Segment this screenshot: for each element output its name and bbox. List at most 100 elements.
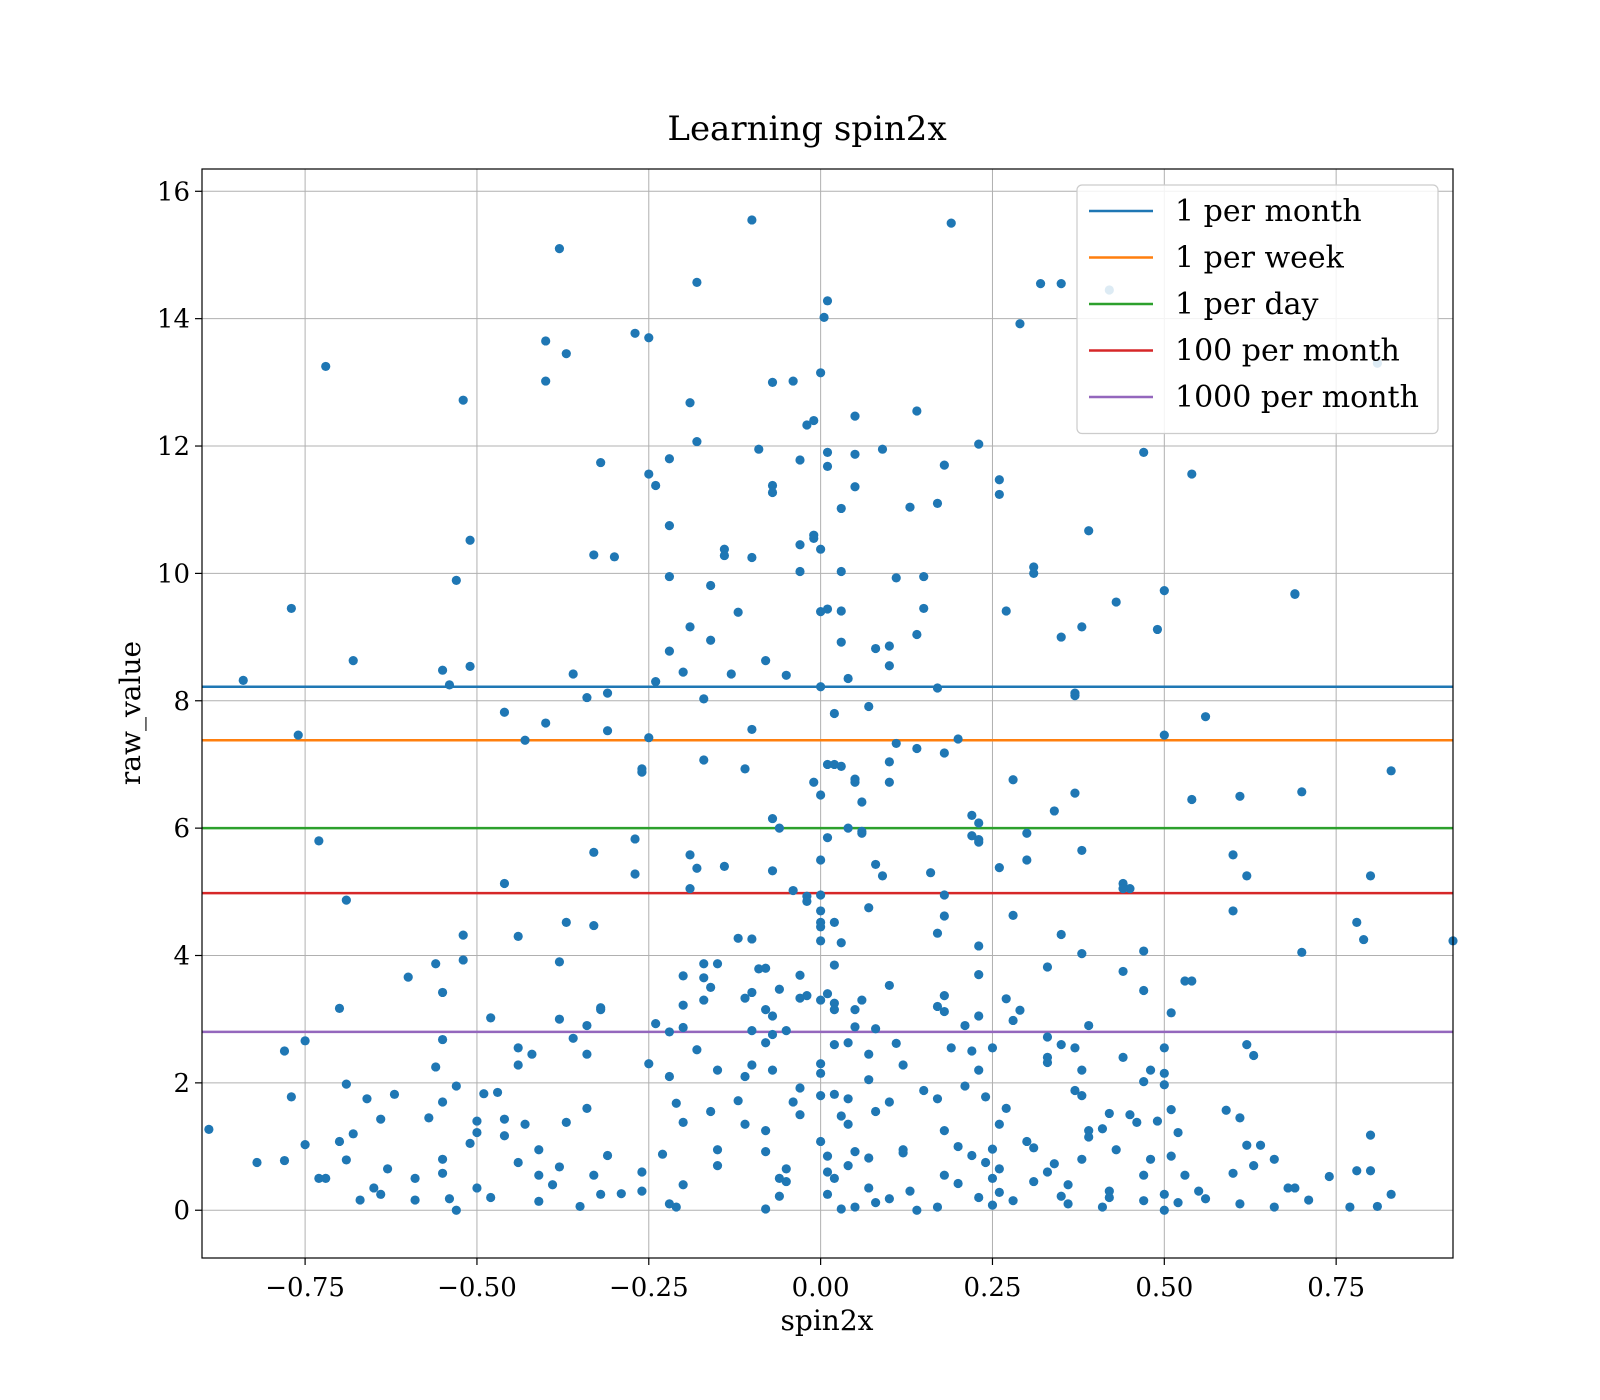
data-point bbox=[822, 461, 833, 472]
data-point bbox=[1070, 1043, 1080, 1053]
data-point bbox=[286, 1092, 296, 1102]
data-point bbox=[664, 1027, 675, 1037]
data-point bbox=[891, 1038, 901, 1048]
data-point bbox=[843, 1038, 853, 1048]
data-point bbox=[761, 1005, 771, 1015]
data-point bbox=[795, 540, 805, 550]
data-point bbox=[1077, 1091, 1087, 1101]
data-point bbox=[1084, 1132, 1094, 1142]
data-point bbox=[465, 661, 475, 671]
data-point bbox=[864, 1153, 874, 1163]
data-point bbox=[843, 673, 853, 684]
data-point bbox=[664, 1199, 675, 1209]
data-point bbox=[836, 761, 846, 771]
data-point bbox=[348, 1129, 358, 1139]
data-point bbox=[1118, 884, 1128, 894]
x-tick-label: −0.75 bbox=[265, 1273, 345, 1303]
data-point bbox=[850, 1022, 860, 1032]
data-point bbox=[1166, 1151, 1176, 1161]
y-tick-label: 0 bbox=[173, 1196, 190, 1226]
data-point bbox=[802, 420, 812, 430]
data-point bbox=[534, 1170, 544, 1180]
data-point bbox=[1297, 787, 1307, 797]
data-point bbox=[761, 1126, 771, 1136]
data-point bbox=[293, 730, 303, 740]
data-point bbox=[939, 991, 949, 1001]
data-point bbox=[767, 1011, 778, 1021]
x-axis-label: spin2x bbox=[781, 1304, 874, 1337]
data-point bbox=[589, 847, 599, 857]
data-point bbox=[486, 1013, 496, 1023]
data-point bbox=[939, 748, 949, 758]
data-point bbox=[843, 1161, 853, 1171]
data-point bbox=[946, 1043, 956, 1053]
data-point bbox=[850, 449, 860, 459]
data-point bbox=[238, 675, 248, 685]
data-point bbox=[657, 1149, 668, 1159]
data-point bbox=[836, 637, 846, 647]
data-point bbox=[286, 603, 296, 614]
data-point bbox=[664, 521, 675, 531]
data-point bbox=[314, 1173, 324, 1183]
data-point bbox=[884, 661, 894, 671]
data-point bbox=[644, 1059, 654, 1069]
data-point bbox=[678, 1022, 688, 1033]
data-point bbox=[279, 1046, 290, 1056]
legend: 1 per month 1 per week 1 per day 100 per mo… bbox=[1076, 184, 1439, 435]
data-point bbox=[822, 1151, 833, 1161]
data-point bbox=[1180, 1170, 1190, 1180]
threshold-lines bbox=[202, 685, 1453, 1034]
data-point bbox=[685, 884, 695, 894]
data-point bbox=[671, 1202, 681, 1212]
data-point bbox=[774, 1173, 784, 1183]
data-point bbox=[341, 895, 351, 905]
data-point bbox=[1159, 1080, 1169, 1090]
data-point bbox=[472, 1116, 482, 1126]
data-point bbox=[341, 1079, 351, 1089]
data-point bbox=[747, 934, 757, 944]
data-point bbox=[651, 1019, 661, 1029]
data-point bbox=[747, 987, 757, 998]
data-point bbox=[816, 1059, 826, 1069]
data-point bbox=[884, 1097, 894, 1107]
legend-label: 1 per week bbox=[1175, 241, 1345, 276]
data-point bbox=[644, 333, 654, 343]
data-point bbox=[424, 1113, 434, 1123]
data-point bbox=[974, 837, 984, 847]
data-point bbox=[884, 641, 894, 651]
data-point bbox=[816, 1136, 826, 1147]
data-point bbox=[692, 863, 702, 873]
data-point bbox=[781, 670, 791, 680]
data-point bbox=[1111, 1145, 1121, 1155]
data-point bbox=[520, 735, 530, 745]
data-point bbox=[1352, 917, 1362, 927]
y-tick-label: 6 bbox=[173, 814, 190, 844]
y-axis-label: raw_value bbox=[114, 641, 147, 785]
data-point bbox=[850, 411, 860, 421]
data-point bbox=[864, 1049, 874, 1059]
data-point bbox=[1001, 994, 1011, 1004]
data-point bbox=[1029, 568, 1039, 578]
data-point bbox=[437, 1034, 448, 1045]
data-point bbox=[1221, 1105, 1231, 1115]
data-point bbox=[822, 1167, 833, 1177]
data-point bbox=[1139, 1196, 1149, 1206]
data-point bbox=[932, 1094, 943, 1104]
data-point bbox=[1042, 1167, 1053, 1177]
data-point bbox=[706, 580, 716, 591]
data-point bbox=[1152, 1116, 1163, 1126]
data-point bbox=[1200, 712, 1211, 722]
x-tick-label: −0.50 bbox=[437, 1273, 517, 1303]
data-point bbox=[712, 1065, 723, 1075]
data-point bbox=[767, 377, 778, 387]
data-point bbox=[719, 544, 729, 554]
data-point bbox=[1104, 1192, 1114, 1203]
data-point bbox=[541, 336, 551, 346]
data-point bbox=[644, 733, 654, 743]
data-point bbox=[795, 455, 805, 465]
data-point bbox=[733, 1096, 743, 1106]
legend-label: 1 per month bbox=[1175, 194, 1362, 229]
data-point bbox=[816, 682, 826, 692]
data-point bbox=[822, 833, 833, 843]
data-point bbox=[1159, 585, 1169, 596]
